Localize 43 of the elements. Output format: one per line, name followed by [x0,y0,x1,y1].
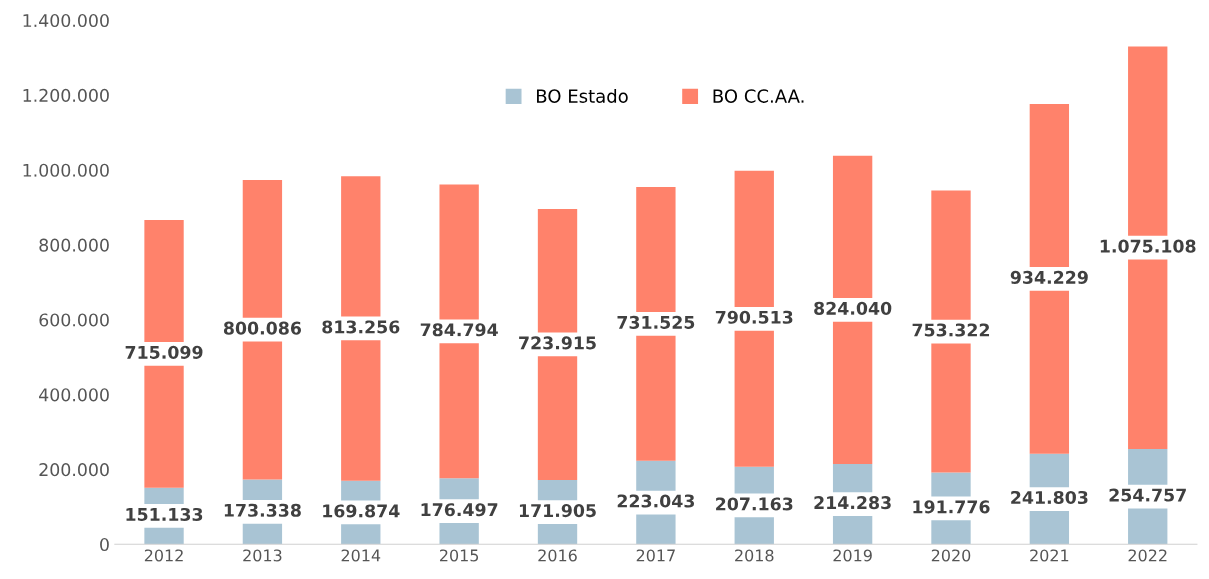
y-tick-label: 1.400.000 [23,13,109,28]
x-tick-label: 2016 [538,549,577,562]
data-label: 934.229 [1010,270,1088,284]
data-label: 171.905 [519,503,596,518]
data-label: 207.163 [716,497,793,511]
x-tick-label: 2019 [833,549,872,562]
data-label: 214.283 [814,496,891,510]
data-label: 223.043 [617,494,695,508]
data-label: 813.256 [322,320,400,334]
legend-label: BO CC.AA. [713,89,804,103]
y-tick-label: 200.000 [39,463,109,477]
x-tick-label: 2014 [341,549,381,562]
y-tick-label: 0 [100,537,109,552]
data-label: 784.794 [420,323,498,337]
data-label: 169.874 [323,504,400,518]
data-label: 151.133 [126,507,203,522]
data-label: 723.915 [519,336,596,350]
x-tick-label: 2021 [1030,549,1069,562]
x-tick-label: 2018 [735,549,774,562]
data-label: 790.513 [715,310,793,324]
y-tick-label: 1.000.000 [23,163,109,177]
x-tick-label: 2020 [931,549,971,562]
data-label: 731.525 [617,315,695,329]
x-tick-label: 2012 [144,549,183,562]
data-label: 241.803 [1011,490,1088,505]
data-label: 254.757 [1109,488,1186,502]
data-label: 800.086 [223,321,302,335]
y-tick-label: 1.200.000 [23,88,109,102]
legend-label: BO Estado [537,88,628,103]
x-tick-label: 2015 [439,549,479,562]
data-label: 1.075.108 [1100,239,1196,253]
y-tick-label: 800.000 [39,238,109,252]
data-label: 824.040 [814,301,892,315]
data-label: 753.322 [912,323,990,337]
y-tick-label: 400.000 [39,388,109,402]
x-tick-label: 2017 [636,549,675,562]
data-label: 176.497 [421,503,498,517]
x-tick-label: 2022 [1128,549,1167,562]
y-tick-label: 600.000 [39,313,109,327]
x-tick-label: 2013 [243,549,282,562]
data-label: 715.099 [125,345,203,359]
data-label: 191.776 [913,500,990,514]
data-label: 173.338 [224,503,301,517]
